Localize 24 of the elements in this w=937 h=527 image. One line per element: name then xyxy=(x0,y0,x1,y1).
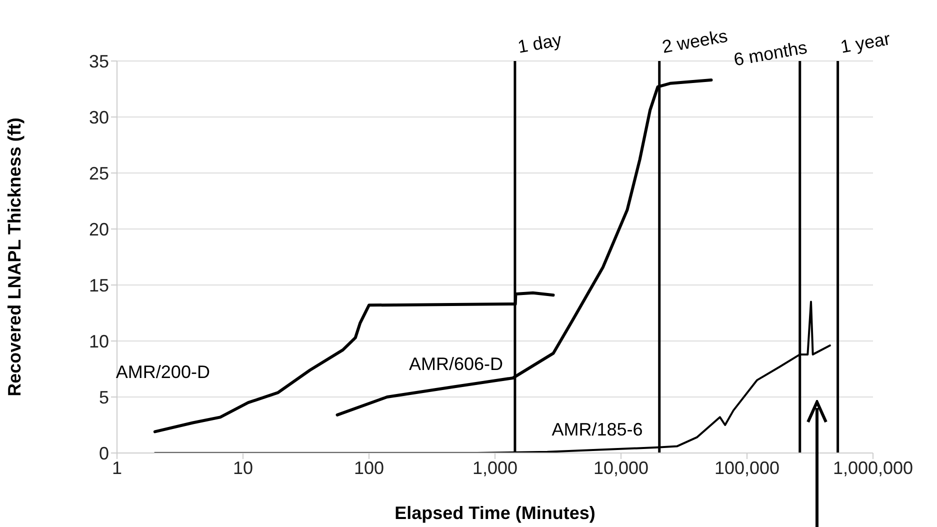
ref-line-label: 2 weeks xyxy=(660,26,730,57)
series-label: AMR/185-6 xyxy=(552,419,643,440)
x-tick-label: 100 xyxy=(354,458,384,478)
y-tick-label: 5 xyxy=(98,387,109,408)
y-tick-label: 15 xyxy=(88,275,109,296)
y-axis-title: Recovered LNAPL Thickness (ft) xyxy=(4,118,24,396)
ref-line-label: 1 year xyxy=(839,28,892,57)
x-tick-label: 100,000 xyxy=(714,458,780,478)
y-tick-label: 30 xyxy=(88,107,109,128)
y-tick-label: 25 xyxy=(88,163,109,184)
ref-line-label: 6 months xyxy=(732,37,809,70)
y-tick-label: 10 xyxy=(88,331,109,352)
y-tick-label: 35 xyxy=(88,51,109,72)
x-axis-title: Elapsed Time (Minutes) xyxy=(394,503,596,523)
series-label: AMR/606-D xyxy=(408,354,504,374)
y-tick-label: 0 xyxy=(98,443,109,464)
series-label: AMR/200-D xyxy=(116,362,210,382)
x-tick-label: 10 xyxy=(232,458,254,478)
x-tick-label: 1,000 xyxy=(472,458,518,478)
ref-line-label: 1 day xyxy=(516,30,564,57)
x-tick-label: 1,000,000 xyxy=(832,458,914,478)
x-tick-label: 1 xyxy=(112,458,122,478)
x-tick-label: 10,000 xyxy=(593,458,649,478)
y-tick-label: 20 xyxy=(88,219,109,240)
